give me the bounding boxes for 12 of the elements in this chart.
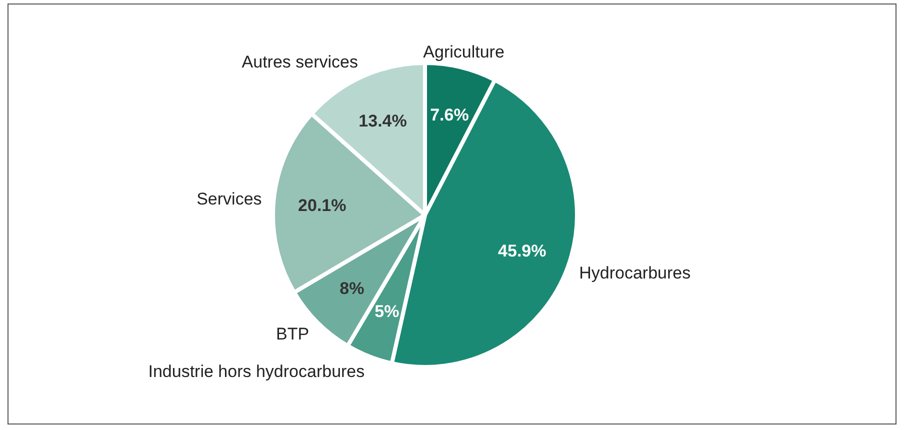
slice-label: Agriculture [423, 42, 504, 62]
slice-label: Industrie hors hydrocarbures [148, 362, 365, 382]
data-label: 5% [374, 302, 400, 322]
data-label: 8% [340, 279, 364, 298]
slice-label: BTP [276, 324, 310, 344]
data-label: 13.4% [358, 112, 407, 131]
slice-label: Services [196, 190, 262, 209]
data-label: 7.6% [430, 106, 469, 125]
slice-label: Hydrocarbures [579, 263, 691, 282]
data-label: 20.1% [298, 196, 346, 215]
slice-label: Autres services [242, 52, 358, 72]
data-label: 45.9% [498, 241, 546, 260]
